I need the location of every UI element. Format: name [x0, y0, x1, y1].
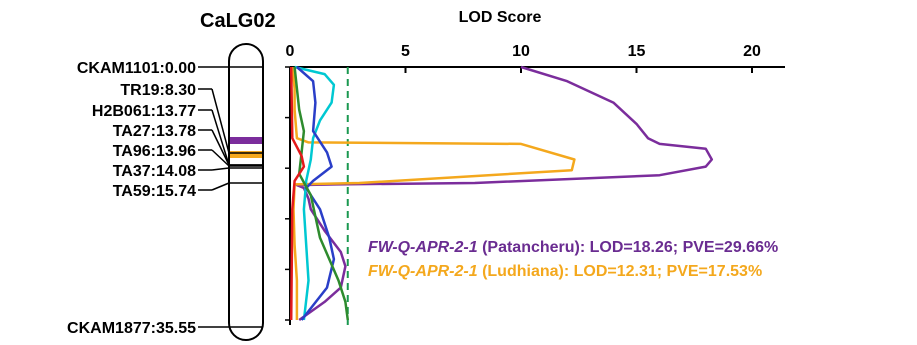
annotation-patancheru: FW-Q-APR-2-1 (Patancheru): LOD=18.26; PV…	[368, 239, 778, 256]
marker-label: TA27:13.78	[113, 123, 196, 140]
series-group	[289, 65, 714, 322]
marker-label: CKAM1877:35.55	[67, 320, 196, 337]
x-axis-ticks: 0 5 10 15 20	[286, 43, 761, 73]
marker-connector	[211, 182, 230, 191]
series-line	[295, 65, 714, 322]
marker-label: TA96:13.96	[113, 143, 196, 160]
x-tick-label: 10	[512, 43, 530, 60]
x-axis-title: LOD Score	[459, 9, 542, 26]
x-tick-label: 0	[286, 43, 295, 60]
x-tick-label: 15	[628, 43, 646, 60]
annotation-ludhiana: FW-Q-APR-2-1 (Ludhiana): LOD=12.31; PVE=…	[368, 263, 762, 280]
chart-title: CaLG02	[200, 10, 276, 32]
chromosome-body	[228, 43, 264, 341]
y-axis-ticks	[285, 66, 290, 321]
qtl-bars	[230, 137, 262, 158]
series-line	[289, 66, 306, 321]
qtl-bar	[230, 151, 262, 158]
marker-lines	[198, 66, 263, 328]
annotation-ludhiana-qtl: FW-Q-APR-2-1	[368, 263, 478, 280]
series-line	[296, 66, 336, 321]
annotation-patancheru-text: (Patancheru): LOD=18.26; PVE=29.66%	[478, 239, 779, 256]
x-tick-label: 5	[401, 43, 410, 60]
marker-connector	[211, 88, 230, 154]
series-line	[294, 65, 336, 321]
series-line	[291, 66, 576, 320]
qtl-bar	[230, 137, 262, 144]
marker-connector	[211, 149, 230, 167]
marker-connector	[211, 129, 230, 166]
marker-labels: CKAM1101:0.00 TR19:8.30 H2B061:13.77 TA27:1…	[67, 60, 196, 337]
annotation-patancheru-qtl: FW-Q-APR-2-1	[368, 239, 478, 256]
marker-label: CKAM1101:0.00	[77, 60, 196, 77]
marker-label: TA59:15.74	[113, 183, 196, 200]
annotation-ludhiana-text: (Ludhiana): LOD=12.31; PVE=17.53%	[478, 263, 763, 280]
marker-label: TR19:8.30	[120, 82, 196, 99]
marker-label: H2B061:13.77	[92, 103, 196, 120]
marker-connector	[211, 109, 230, 166]
marker-connector	[211, 167, 230, 171]
marker-label: TA37:14.08	[113, 163, 196, 180]
x-tick-label: 20	[743, 43, 761, 60]
series-line	[293, 66, 350, 321]
